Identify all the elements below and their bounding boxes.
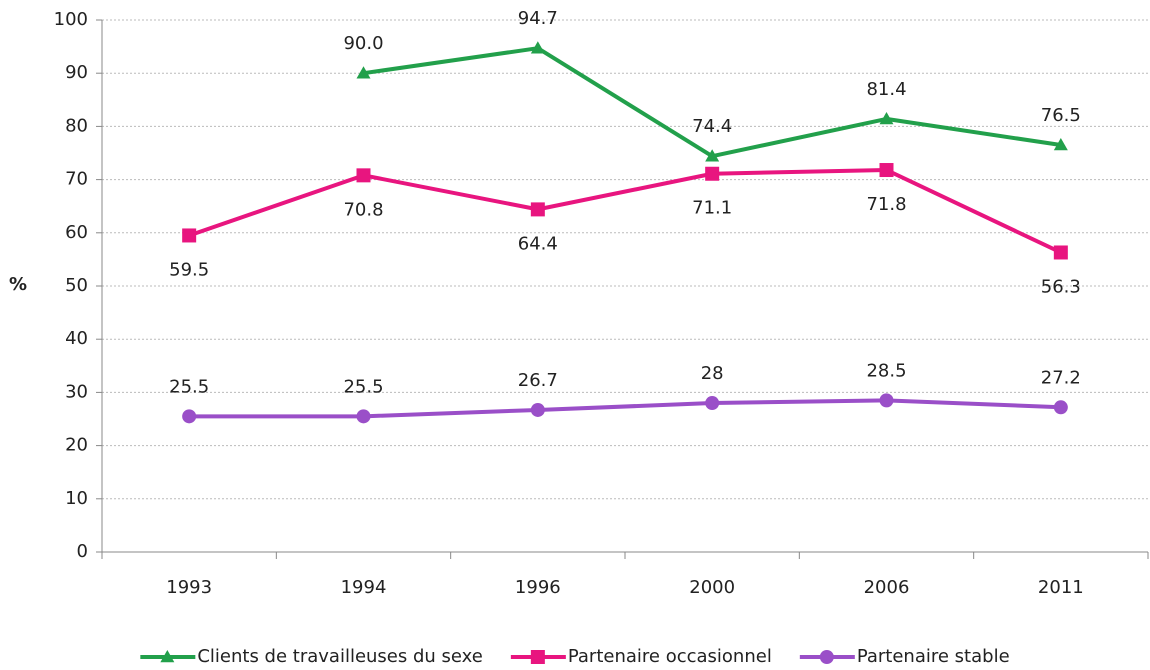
series-line — [363, 46, 1062, 159]
y-tick-label: 100 — [54, 9, 88, 30]
marker — [705, 396, 720, 411]
y-tick-label: 90 — [65, 62, 88, 83]
x-tick-label: 1996 — [515, 577, 561, 598]
y-tick-label: 80 — [65, 115, 88, 136]
y-tick-label: 70 — [65, 169, 88, 190]
y-tick-label: 50 — [65, 275, 88, 296]
marker — [705, 166, 720, 181]
marker — [160, 650, 175, 663]
marker — [879, 393, 894, 408]
marker — [879, 163, 894, 178]
marker — [356, 66, 371, 79]
data-label: 28 — [701, 363, 724, 384]
x-tick-label: 1993 — [166, 577, 212, 598]
data-label: 94.7 — [518, 8, 558, 29]
marker — [530, 202, 545, 217]
marker — [530, 41, 545, 54]
data-label: 70.8 — [343, 199, 383, 220]
marker — [705, 149, 720, 162]
marker — [182, 228, 197, 243]
data-label: 59.5 — [169, 259, 209, 280]
y-tick-label: 0 — [77, 541, 88, 562]
marker — [182, 409, 197, 424]
legend-label: Partenaire stable — [857, 646, 1010, 667]
data-label: 27.2 — [1041, 367, 1081, 388]
x-tick-label: 2000 — [689, 577, 735, 598]
x-tick-label: 1994 — [341, 577, 387, 598]
marker — [530, 402, 545, 417]
y-tick-label: 20 — [65, 435, 88, 456]
y-tick-label: 30 — [65, 381, 88, 402]
y-tick-label: 40 — [65, 328, 88, 349]
series-line — [188, 168, 1062, 255]
marker — [879, 111, 894, 125]
data-label: 71.1 — [692, 198, 732, 219]
y-tick-label: 10 — [65, 488, 88, 509]
y-tick-label: 60 — [65, 222, 88, 243]
data-label: 56.3 — [1041, 276, 1081, 297]
marker — [530, 650, 545, 664]
legend-label: Partenaire occasionnel — [568, 646, 772, 667]
x-tick-label: 2006 — [864, 577, 910, 598]
data-label: 25.5 — [343, 376, 383, 397]
data-label: 76.5 — [1041, 105, 1081, 126]
legend: Clients de travailleuses du sexe Partenai… — [140, 646, 1010, 667]
data-label: 64.4 — [518, 233, 558, 254]
marker — [1053, 138, 1068, 151]
data-label: 81.4 — [866, 79, 906, 100]
data-label: 90.0 — [343, 33, 383, 54]
x-tick-label: 2011 — [1038, 577, 1084, 598]
marker — [356, 409, 371, 424]
legend-label: Clients de travailleuses du sexe — [197, 646, 483, 667]
marker — [1053, 400, 1068, 415]
data-label: 25.5 — [169, 376, 209, 397]
marker — [819, 650, 834, 664]
data-label: 26.7 — [518, 370, 558, 391]
marker — [1053, 245, 1068, 260]
series-line — [189, 398, 1061, 419]
data-label: 28.5 — [866, 360, 906, 381]
data-label: 71.8 — [866, 194, 906, 215]
marker — [356, 168, 371, 183]
data-label: 74.4 — [692, 116, 732, 137]
y-axis-title: % — [9, 274, 27, 295]
